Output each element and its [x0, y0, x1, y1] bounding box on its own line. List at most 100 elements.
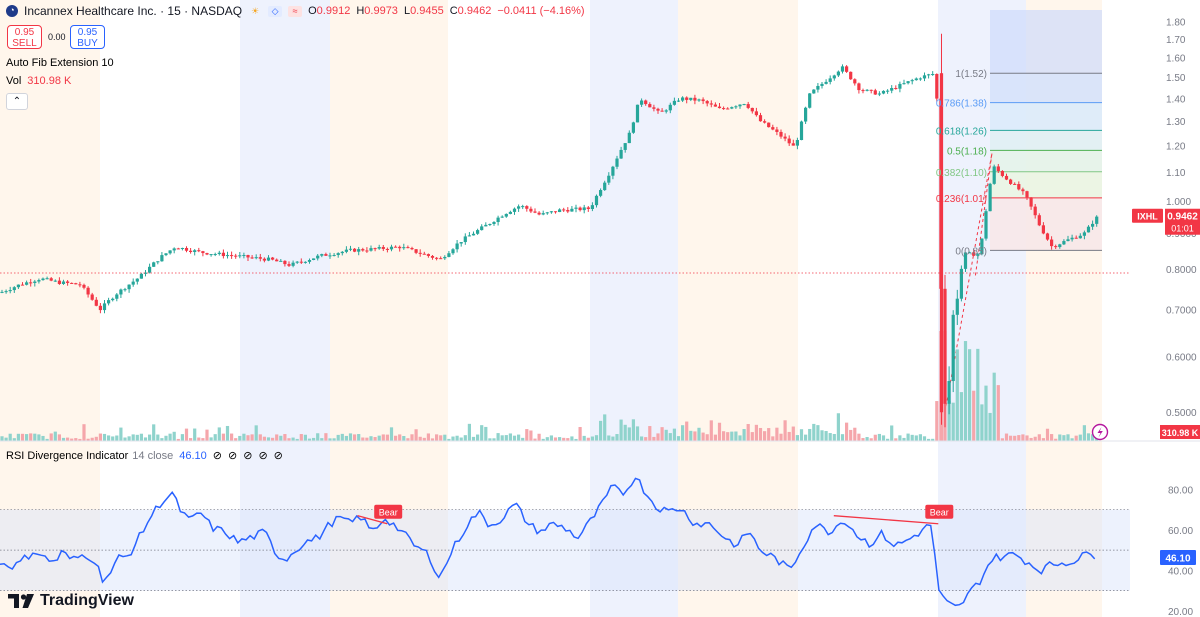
candle-body [705, 101, 709, 104]
volume-bar [1009, 435, 1013, 441]
candle-body [717, 106, 722, 109]
candle-body [570, 208, 574, 212]
symbol-legend[interactable]: ◔ Incannex Healthcare Inc. · 15 · NASDAQ… [6, 4, 585, 18]
candle-body [41, 278, 45, 281]
candle-body [713, 104, 717, 107]
volume-bar [681, 425, 685, 441]
candle-body [266, 257, 271, 261]
volume-bar [37, 434, 41, 441]
candle-body [430, 255, 435, 258]
volume-bar [348, 433, 353, 441]
candle-body [467, 235, 471, 237]
volume-bar [70, 438, 74, 441]
candle-body [984, 211, 988, 239]
buy-label: BUY [77, 38, 98, 49]
fib-level-label: 0.236(1.01) [936, 194, 987, 205]
volume-bar [463, 435, 467, 441]
fib-level-label: 0(0.85) [955, 246, 987, 257]
candle-body [262, 258, 266, 261]
volume-bar [558, 437, 562, 441]
volume-bar [172, 431, 176, 441]
candle-body [283, 260, 287, 265]
hidden-icon: ⊘ [258, 450, 268, 462]
candle-body [914, 78, 918, 81]
candle-body [963, 252, 968, 269]
volume-bar [115, 435, 119, 441]
volume-bar [857, 433, 861, 441]
candle-body [521, 206, 525, 208]
candle-body [148, 266, 152, 273]
candle-body [1066, 239, 1070, 242]
volume-bar [574, 438, 578, 441]
volume-bar [1086, 433, 1091, 441]
sell-label: SELL [12, 38, 37, 49]
alert-icon[interactable] [1091, 423, 1109, 441]
candle-body [381, 247, 385, 249]
candle-body [623, 143, 627, 150]
volume-bar [767, 428, 771, 441]
candle-body [996, 166, 1000, 172]
candle-body [107, 300, 111, 304]
candle-body [1041, 225, 1045, 234]
candle-body [484, 224, 488, 227]
candle-body [70, 282, 74, 284]
candle-body [303, 261, 307, 263]
volume-bar [484, 426, 488, 441]
volume-bar [1050, 434, 1054, 441]
fib-indicator-legend[interactable]: Auto Fib Extension 10 [6, 57, 114, 69]
volume-tag [1160, 425, 1200, 439]
volume-bar [1041, 438, 1045, 441]
volume-bar [0, 436, 4, 441]
candle-body [611, 166, 615, 176]
candle-body [389, 246, 394, 250]
volume-bar [467, 423, 471, 441]
candle-body [377, 247, 381, 249]
volume-bar [221, 433, 225, 441]
rsi-legend[interactable]: RSI Divergence Indicator 14 close 46.10 … [6, 449, 283, 463]
rsi-tick-label: 60.00 [1168, 526, 1193, 537]
volume-legend[interactable]: Vol 310.98 K [6, 75, 71, 87]
candle-body [94, 299, 98, 306]
collapse-legend-button[interactable]: ⌃ [6, 93, 28, 110]
ohlc-high: H0.9973 [356, 5, 398, 17]
buy-button[interactable]: 0.95 BUY [70, 25, 105, 49]
volume-bar [426, 433, 430, 441]
volume-bar [238, 435, 242, 441]
volume-bar [754, 424, 758, 441]
volume-bar [377, 435, 381, 441]
volume-bar [635, 426, 640, 441]
tradingview-logo[interactable]: TradingView [8, 592, 134, 610]
candle-body [730, 107, 734, 109]
volume-bar [586, 437, 590, 441]
sell-button[interactable]: 0.95 SELL [7, 25, 42, 49]
volume-bar [717, 422, 722, 441]
candle-body [426, 254, 430, 256]
volume-bar [303, 434, 307, 441]
candle-body [447, 253, 451, 257]
candle-body [992, 166, 996, 184]
rsi-axis[interactable]: 80.00 60.00 40.00 20.00 46.10 [1130, 442, 1200, 617]
ohlc-change: −0.0411 (−4.16%) [497, 5, 585, 17]
volume-bar [570, 436, 574, 441]
candle-body [951, 314, 955, 382]
volume-bar [418, 436, 422, 441]
volume-bars [0, 331, 1099, 441]
volume-bar [836, 413, 840, 441]
candle-body [849, 71, 853, 80]
candle-body [779, 131, 783, 137]
fib-band [990, 10, 1102, 74]
volume-bar [361, 437, 365, 441]
volume-bar [656, 433, 660, 441]
volume-bar [1074, 435, 1078, 441]
volume-bar [689, 430, 693, 441]
volume-bar [660, 427, 664, 441]
volume-bar [750, 432, 754, 441]
divergence-tag [925, 504, 954, 519]
candle-body [668, 104, 672, 111]
candle-body [1058, 244, 1062, 248]
candle-body [1045, 233, 1050, 240]
volume-bar [41, 435, 45, 441]
volume-bar [12, 438, 16, 441]
indicator-name: Auto Fib Extension [6, 57, 99, 69]
